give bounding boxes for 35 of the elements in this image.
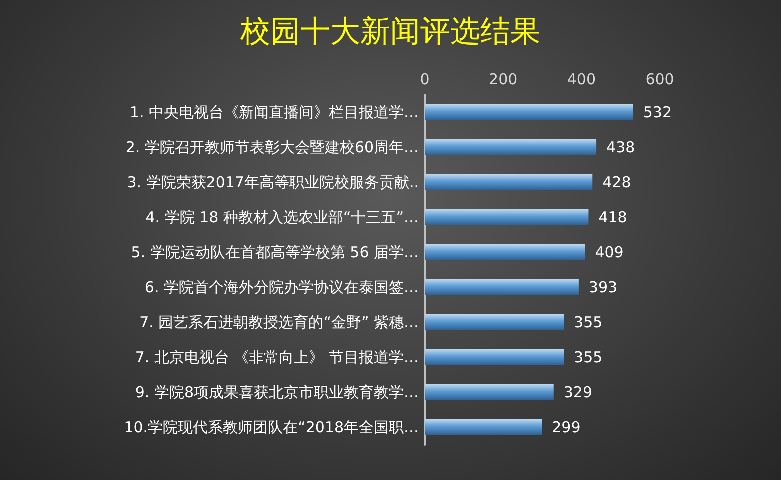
bar bbox=[425, 280, 579, 296]
y-tick-label: 7. 园艺系石进朝教授选育的“金野” 紫穗… bbox=[140, 314, 419, 332]
bar bbox=[425, 384, 554, 400]
bar bbox=[425, 140, 597, 156]
y-tick-label: 9. 学院8项成果喜获北京市职业教育教学… bbox=[135, 384, 419, 402]
data-label: 329 bbox=[564, 384, 592, 402]
data-label: 355 bbox=[574, 348, 603, 366]
bar bbox=[425, 244, 586, 260]
x-tick-label: 400 bbox=[567, 70, 596, 88]
chart-title: 校园十大新闻评选结果 bbox=[240, 14, 540, 50]
bar bbox=[425, 104, 634, 120]
data-label: 299 bbox=[552, 418, 581, 436]
bar bbox=[425, 350, 564, 366]
data-label: 409 bbox=[595, 244, 624, 262]
x-tick-label: 0 bbox=[420, 70, 430, 88]
data-label: 438 bbox=[606, 138, 636, 156]
y-tick-label: 4. 学院 18 种教材入选农业部“十三五”… bbox=[146, 208, 419, 226]
data-label: 355 bbox=[574, 314, 603, 332]
bar bbox=[425, 210, 589, 226]
y-tick-label: 2. 学院召开教师节表彰大会暨建校60周年… bbox=[126, 138, 419, 156]
bar bbox=[425, 314, 564, 330]
data-label: 418 bbox=[598, 208, 628, 226]
data-label: 532 bbox=[643, 104, 672, 122]
data-label: 393 bbox=[588, 278, 618, 296]
y-tick-label: 3. 学院荣获2017年高等职业院校服务贡献.. bbox=[127, 174, 419, 192]
bar bbox=[425, 420, 542, 436]
y-tick-label: 1. 中央电视台《新闻直播间》栏目报道学… bbox=[130, 104, 419, 122]
y-tick-label: 6. 学院首个海外分院办学协议在泰国签… bbox=[144, 278, 419, 296]
x-tick-label: 600 bbox=[646, 70, 674, 88]
bar bbox=[425, 174, 593, 190]
y-tick-label: 10.学院现代系教师团队在“2018年全国职… bbox=[124, 418, 419, 436]
data-label: 428 bbox=[602, 174, 632, 192]
x-tick-label: 200 bbox=[489, 70, 518, 88]
y-tick-label: 5. 学院运动队在首都高等学校第 56 届学… bbox=[131, 244, 419, 262]
y-tick-label: 7. 北京电视台 《非常向上》 节目报道学… bbox=[135, 348, 419, 366]
